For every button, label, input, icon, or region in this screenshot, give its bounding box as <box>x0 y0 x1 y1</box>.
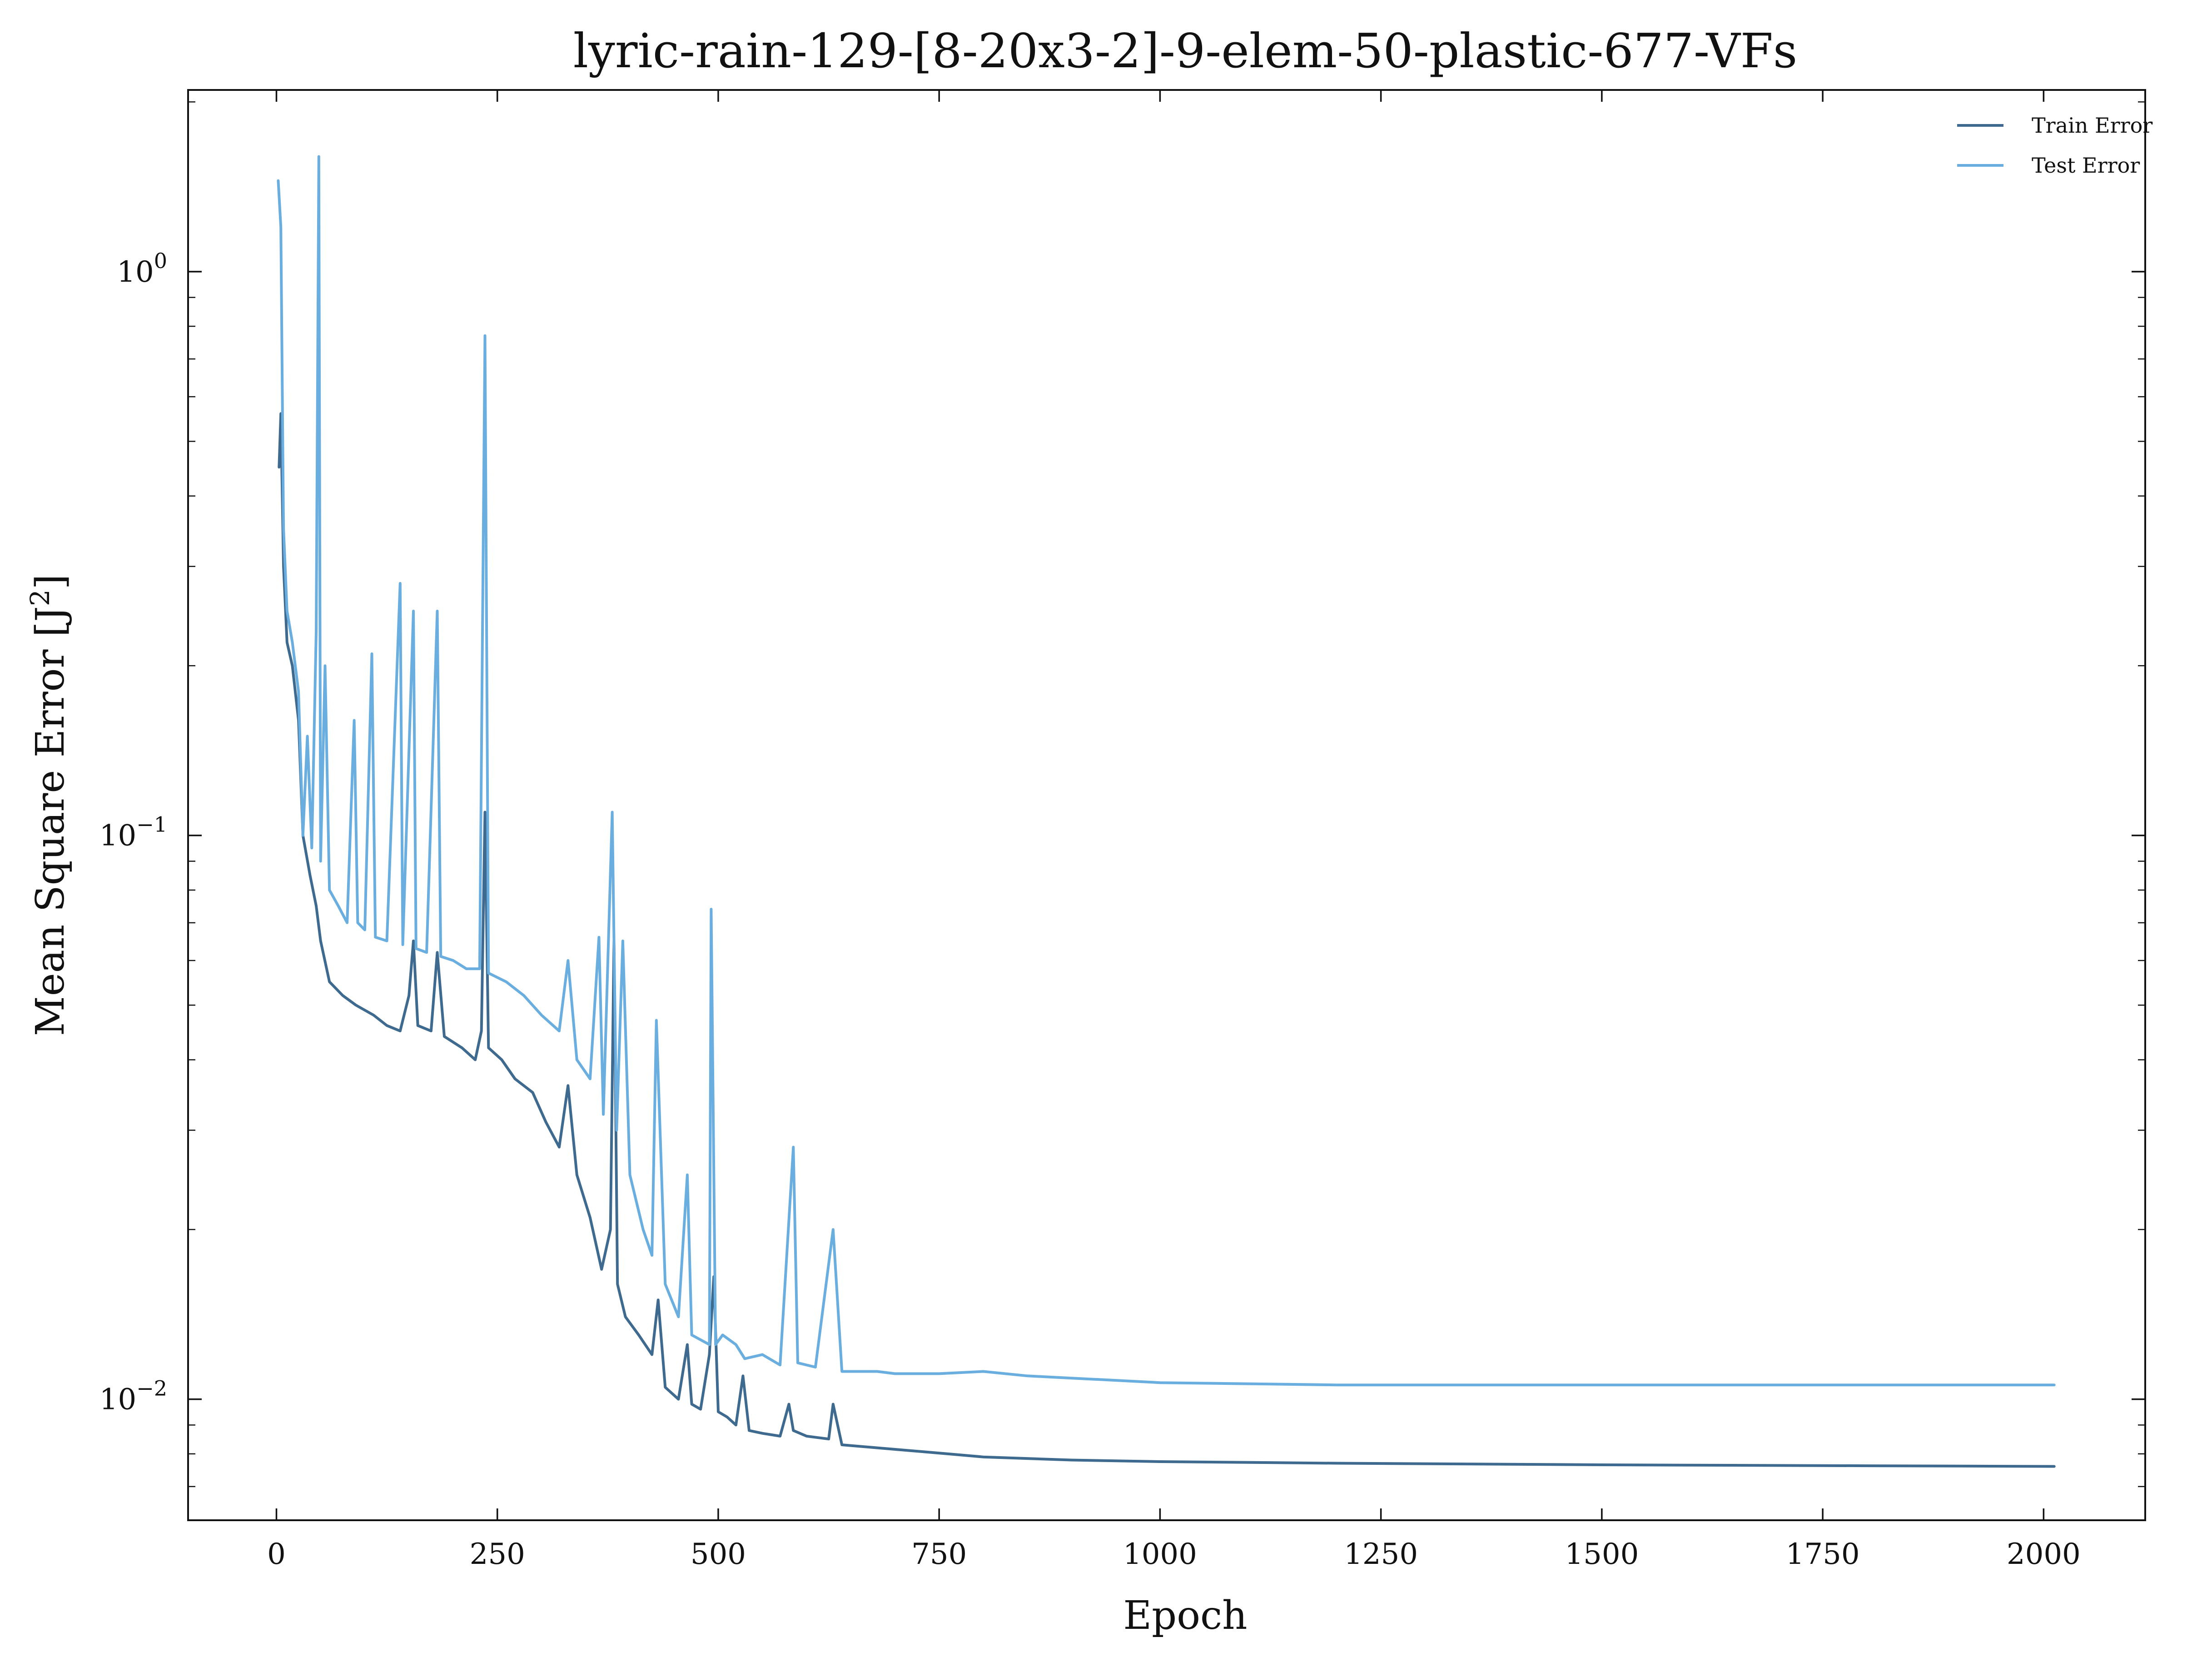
x-tick-label: 0 <box>267 1538 286 1571</box>
plot-frame <box>187 89 2146 1521</box>
chart-title: lyric-rain-129-[8-20x3-2]-9-elem-50-plas… <box>573 23 1797 79</box>
x-tick-label: 1500 <box>1565 1538 1639 1571</box>
x-axis: 0 250 500 750 1000 1250 1500 1750 2000 <box>267 90 2081 1571</box>
y-axis-label: Mean Square Error [J2] <box>25 574 73 1036</box>
series-line-test-error <box>277 155 2056 1387</box>
series-line-train-error <box>278 412 2056 1468</box>
y-tick-label: 10−2 <box>99 1376 167 1417</box>
x-tick-label: 2000 <box>2007 1538 2081 1571</box>
x-tick-label: 250 <box>470 1538 525 1571</box>
y-axis-label-end: ] <box>28 574 73 590</box>
x-tick-label: 1750 <box>1786 1538 1860 1571</box>
y-axis-label-main: Mean Square Error [J <box>28 606 73 1036</box>
y-tick-label: 10−1 <box>99 812 167 853</box>
legend-label-train-error: Train Error <box>2032 113 2152 138</box>
y-tick-label: 100 <box>117 249 167 289</box>
x-tick-label: 750 <box>911 1538 967 1571</box>
legend-label-test-error: Test Error <box>2032 153 2140 178</box>
x-tick-label: 1000 <box>1123 1538 1197 1571</box>
x-tick-label: 500 <box>691 1538 746 1571</box>
y-axis-label-sup: 2 <box>25 589 55 606</box>
x-tick-label: 1250 <box>1344 1538 1418 1571</box>
y-axis: 100 10−1 10−2 <box>99 101 2145 1488</box>
series-layer <box>277 155 2056 1468</box>
x-axis-label: Epoch <box>1123 1593 1247 1638</box>
legend: Train Error Test Error <box>1957 113 2152 178</box>
plot-area: 0 250 500 750 1000 1250 1500 1750 2000 10010−110… <box>99 89 2146 1571</box>
